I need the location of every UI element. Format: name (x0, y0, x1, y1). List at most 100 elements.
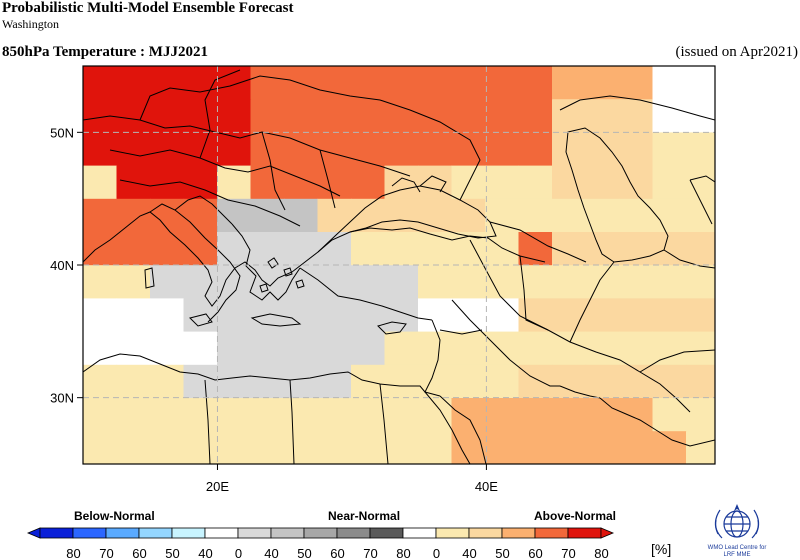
legend-tick-label: 60 (528, 546, 542, 560)
coastline-red-sea (424, 391, 487, 464)
coastline-gulf (599, 397, 715, 447)
grid-cell (485, 198, 520, 233)
grid-cell (150, 364, 185, 399)
grid-cell (619, 198, 654, 233)
grid-cell (585, 132, 620, 167)
grid-cell (250, 232, 285, 266)
grid-cell (317, 331, 352, 366)
grid-cell (217, 298, 252, 333)
grid-cell (83, 398, 118, 432)
grid-cell (384, 132, 419, 167)
legend-category-near: Near-Normal (328, 509, 401, 523)
grid-cell (619, 66, 654, 100)
legend-tick-label: 60 (132, 546, 146, 560)
border-line (569, 261, 615, 343)
legend-swatch (534, 527, 569, 539)
grid-cell (585, 398, 620, 432)
legend-tick-label: 40 (198, 546, 212, 560)
grid-cell (351, 298, 386, 333)
grid-cell (485, 66, 520, 100)
grid-cell (317, 198, 352, 233)
grid-cell (585, 232, 620, 266)
wmo-logo-icon (714, 504, 760, 539)
grid-cell (418, 265, 453, 299)
grid-cell (552, 265, 587, 299)
grid-cell (652, 265, 687, 299)
grid-cell (317, 265, 352, 299)
grid-cell (351, 265, 386, 299)
grid-cell (552, 232, 587, 266)
legend-tick-label: 40 (462, 546, 476, 560)
grid-cell (418, 364, 453, 399)
legend-tick-label: 70 (363, 546, 377, 560)
grid-cell (552, 298, 587, 333)
border-line (439, 329, 483, 335)
border-line (261, 131, 286, 211)
grid-cell (183, 165, 218, 200)
wmo-logo-caption: WMO Lead Centre for LRF MME (707, 545, 767, 558)
grid-cell (619, 398, 654, 432)
legend-tick-label: 50 (165, 546, 179, 560)
grid-cell (217, 364, 252, 399)
grid-cell (619, 132, 654, 167)
lat-lon-gridlines (83, 66, 715, 464)
coastline-turkey-south (299, 267, 433, 321)
color-legend: 80 70 60 50 40 0 40 50 60 70 80 0 40 50 60 70 80 (26, 527, 615, 560)
grid-cell (116, 232, 151, 266)
grid-cell (284, 298, 319, 333)
grid-cell (217, 232, 252, 266)
grid-cell (585, 165, 620, 200)
grid-cell (250, 66, 285, 100)
grid-cell (116, 132, 151, 167)
grid-cell (552, 331, 587, 366)
grid-cell (585, 364, 620, 399)
legend-swatch (567, 527, 602, 539)
grid-cell (351, 331, 386, 366)
border-line (204, 379, 211, 464)
grid-cell (384, 364, 419, 399)
legend-swatch (105, 527, 140, 539)
coastline-levant (424, 319, 441, 397)
grid-cell (284, 99, 319, 133)
border-line (689, 179, 713, 225)
border-line (451, 299, 560, 387)
grid-cell (183, 66, 218, 100)
grid-cell (116, 198, 151, 233)
grid-cell (585, 198, 620, 233)
grid-cell (418, 431, 453, 464)
grid-cell (183, 364, 218, 399)
grid-cell (418, 165, 453, 200)
grid-cell (83, 298, 118, 333)
grid-cell (652, 66, 687, 100)
legend-tick-label: 40 (264, 546, 278, 560)
island-sardinia (144, 267, 155, 289)
legend-category-below: Below-Normal (74, 509, 155, 523)
grid-cell (451, 398, 486, 432)
issued-date: (issued on Apr2021) (675, 44, 799, 60)
grid-cell (384, 398, 419, 432)
grid-cell (250, 331, 285, 366)
grid-cell (619, 265, 654, 299)
lon-tick-label: 40E (475, 479, 498, 494)
map-axes: 50N 40N 30N 20E 40E (50, 125, 498, 494)
grid-cell (686, 66, 715, 100)
grid-cell (585, 331, 620, 366)
grid-cell (83, 132, 118, 167)
grid-cell (619, 99, 654, 133)
grid-cell (485, 331, 520, 366)
legend-swatch (39, 527, 74, 539)
grid-cell (351, 99, 386, 133)
grid-cell (485, 431, 520, 464)
map-title: Probabilistic Multi-Model Ensemble Forec… (2, 0, 294, 16)
grid-cell (150, 132, 185, 167)
grid-cell (652, 298, 687, 333)
coastline-greece (231, 223, 301, 301)
coastline-aral (689, 175, 715, 183)
border-line (379, 383, 389, 464)
grid-cell (217, 431, 252, 464)
grid-cell (317, 431, 352, 464)
grid-cell (384, 265, 419, 299)
grid-cell (217, 66, 252, 100)
border-line (139, 75, 481, 201)
